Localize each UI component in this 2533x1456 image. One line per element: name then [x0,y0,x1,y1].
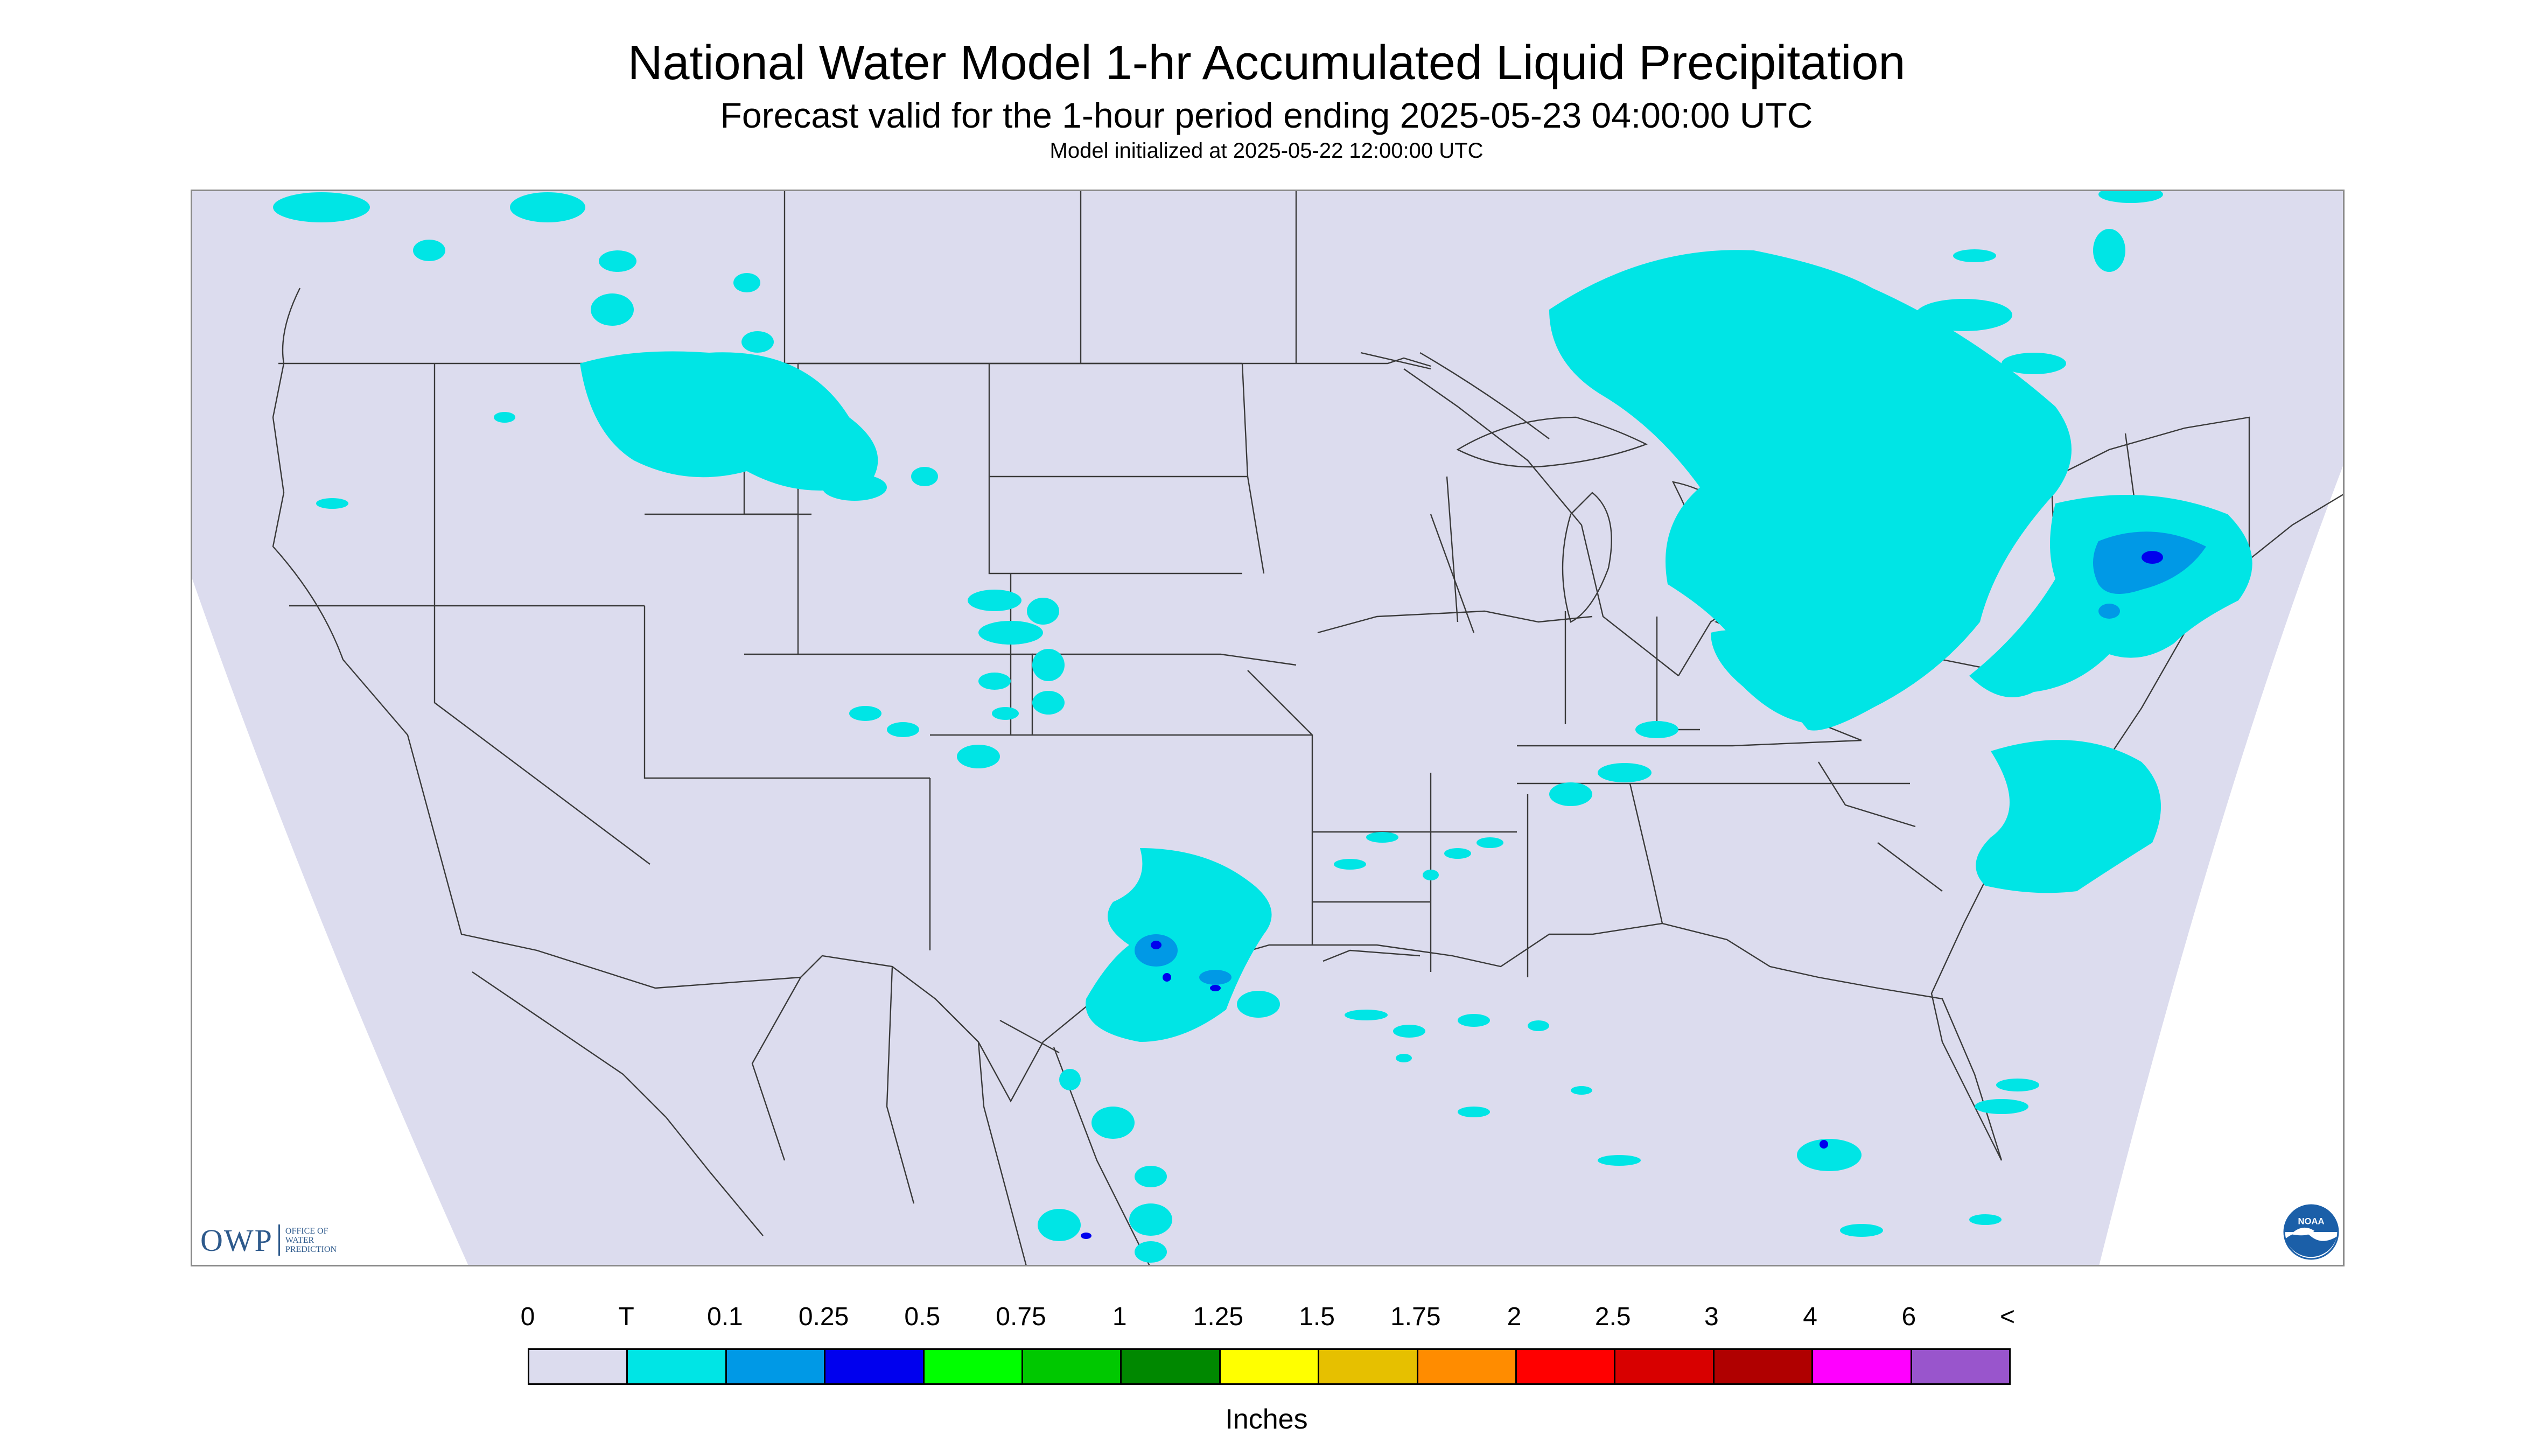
legend-swatch [1319,1350,1418,1383]
owp-logo: OWP OFFICE OF WATER PREDICTION [200,1221,337,1259]
legend-label: 6 [1901,1303,1916,1331]
model-init-line: Model initialized at 2025-05-22 12:00:00… [1049,139,1484,163]
legend-swatch [1122,1350,1221,1383]
legend-swatch [1220,1350,1320,1383]
precip-0.25 [1081,551,2163,1239]
legend-swatch [1912,1350,2010,1383]
owp-logo-text: OWP [200,1222,273,1258]
legend-swatch [529,1350,628,1383]
legend-swatch [1615,1350,1715,1383]
legend-swatch [628,1350,727,1383]
legend-units: Inches [1225,1404,1308,1435]
legend-swatch [1023,1350,1122,1383]
map-title: National Water Model 1-hr Accumulated Li… [627,36,1906,90]
legend-swatch [924,1350,1024,1383]
map-subtitle: Forecast valid for the 1-hour period end… [720,95,1813,135]
map-canvas [192,191,2343,1265]
legend-label: 1 [1112,1303,1127,1331]
legend-label: 4 [1803,1303,1817,1331]
legend-label: < [1999,1303,2016,1331]
legend-label: 0.25 [798,1303,849,1331]
noaa-logo-text: NOAA [2298,1216,2325,1226]
legend-swatch [1517,1350,1616,1383]
noaa-logo: NOAA [2283,1204,2339,1260]
legend-swatch [825,1350,925,1383]
legend-label: 1.75 [1390,1303,1441,1331]
precipitation-map [191,190,2345,1266]
legend-swatch [1813,1350,1912,1383]
legend-swatch [1418,1350,1517,1383]
owp-logo-subtext: OFFICE OF WATER PREDICTION [285,1226,337,1254]
legend-label: 1.25 [1193,1303,1244,1331]
legend-label: 3 [1704,1303,1719,1331]
legend-label: 2 [1507,1303,1522,1331]
legend-label: 0 [520,1303,535,1331]
legend-label: 2.5 [1594,1303,1631,1331]
legend-label: 0.5 [904,1303,941,1331]
legend-label: 1.5 [1299,1303,1335,1331]
color-legend [528,1348,2011,1385]
legend-swatch [726,1350,826,1383]
owp-logo-divider [278,1224,280,1256]
legend-label: T [618,1303,634,1331]
legend-labels: 0 T 0.1 0.25 0.5 0.75 1 1.25 1.5 1.75 2 2.5 3 4 6 < [521,1302,2016,1334]
legend-label: 0.75 [996,1303,1046,1331]
legend-label: 0.1 [707,1303,743,1331]
legend-swatch [1714,1350,1814,1383]
